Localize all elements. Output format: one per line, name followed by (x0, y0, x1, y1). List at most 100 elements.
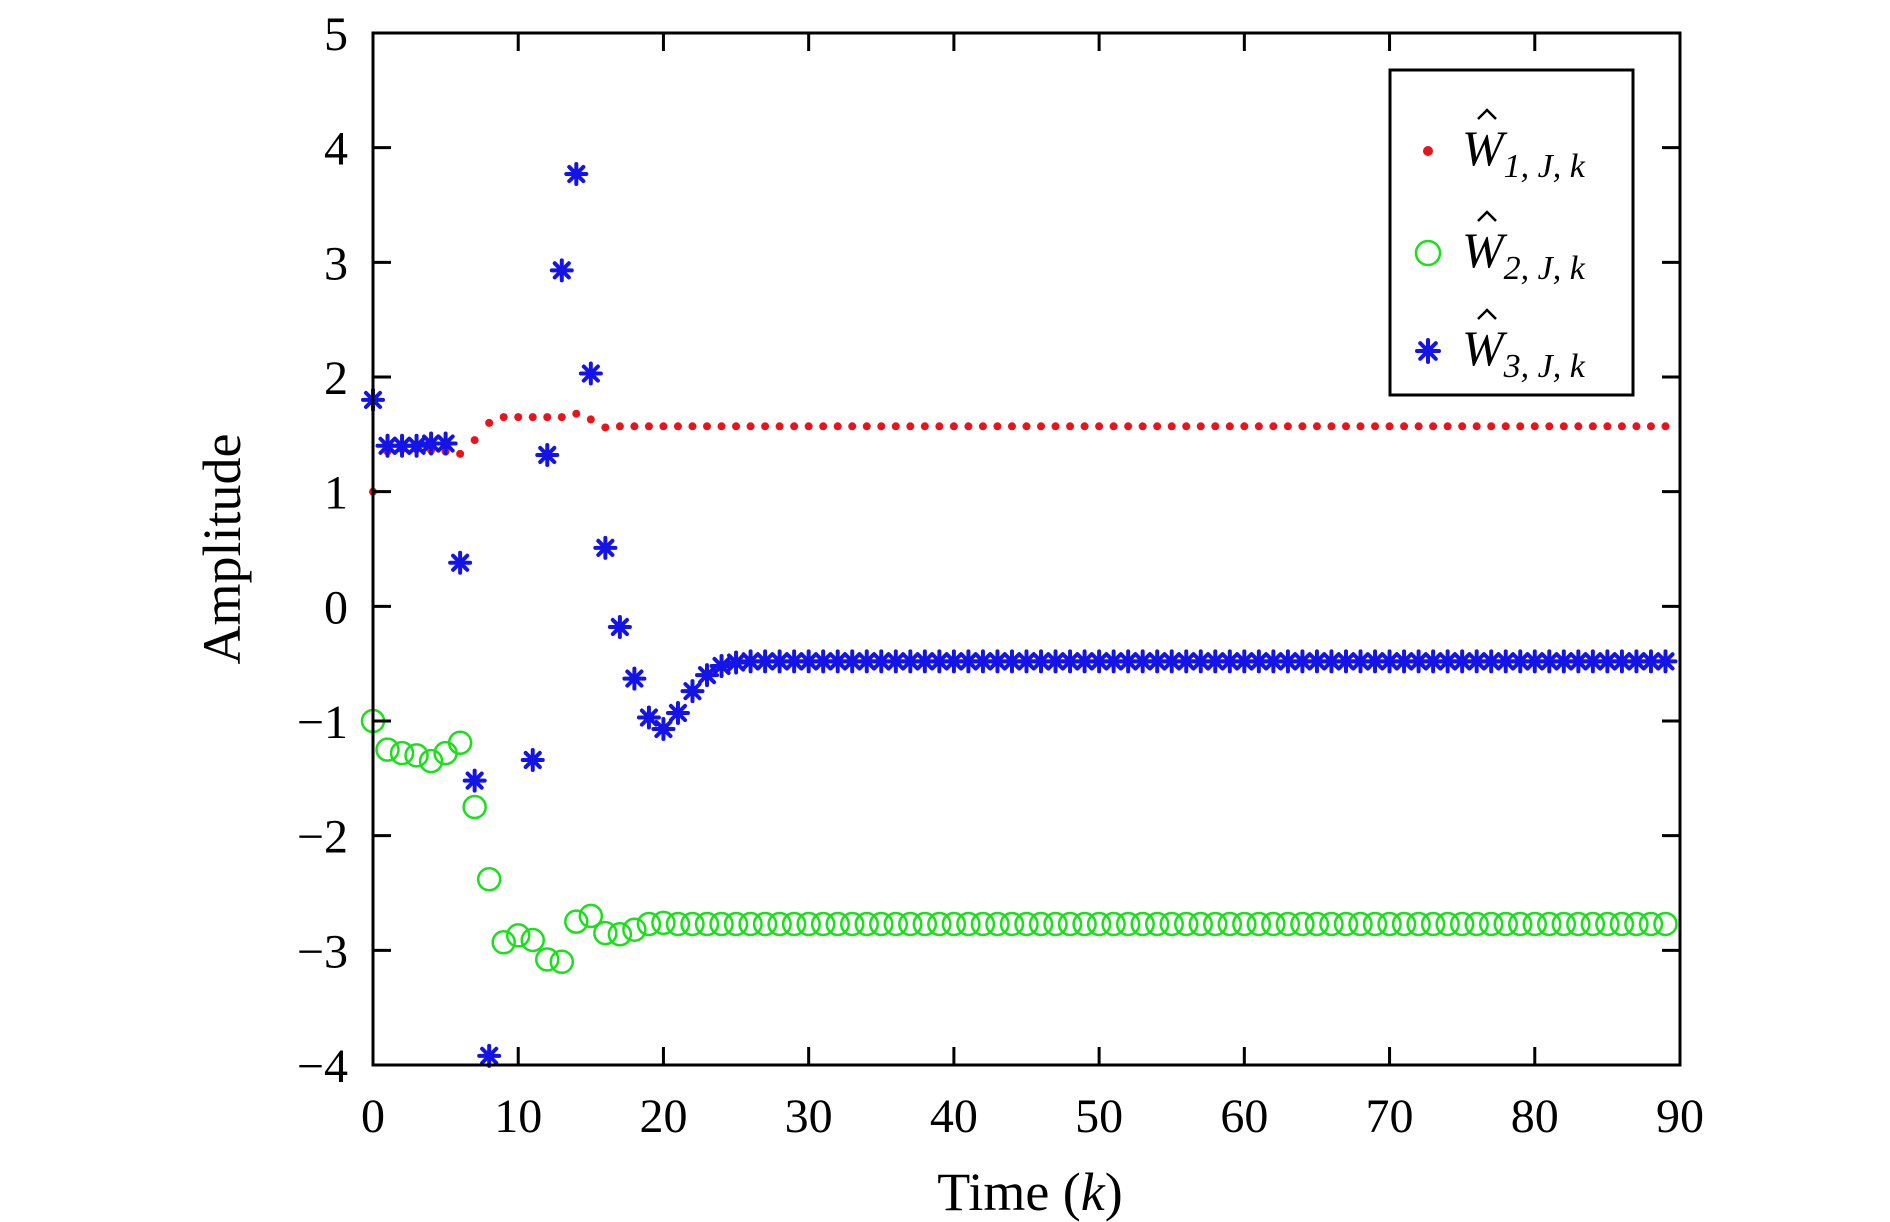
series-1-dot (572, 409, 581, 418)
legend-hat (1477, 108, 1497, 120)
series-1-dot (630, 422, 639, 431)
series-3-asterisk (564, 162, 589, 187)
series-3-asterisk (1595, 649, 1620, 674)
series-1-dot (804, 422, 813, 431)
series-1-dot (1196, 422, 1205, 431)
series-1-dot (790, 422, 799, 431)
series-3-asterisk (535, 442, 560, 467)
series-3-asterisk (1333, 649, 1358, 674)
series-2-circle (1566, 911, 1591, 937)
series-2-circle (694, 911, 720, 937)
series-1-dot (775, 422, 784, 431)
series-1-dot (1661, 422, 1670, 431)
series-1-dot (528, 413, 537, 422)
series-2-circle (767, 911, 792, 937)
series-2-circle (709, 911, 734, 937)
series-2 (360, 708, 1678, 975)
series-2-circle (941, 911, 967, 937)
y-tick-label: 4 (324, 123, 348, 176)
series-1-dot (644, 422, 653, 431)
series-1-dot (1254, 422, 1263, 431)
series-1-dot (703, 422, 712, 431)
series-1-dot (601, 423, 610, 432)
legend-marker (1414, 239, 1442, 267)
series-1-dot (1458, 422, 1467, 431)
series-1-dot (1429, 422, 1438, 431)
series-1-dot (1559, 422, 1568, 431)
series-2-circle (1304, 911, 1330, 937)
series-1-dot (1283, 422, 1292, 431)
series-2-circle (927, 911, 952, 937)
series-2-circle (1609, 911, 1635, 937)
series-2-circle (1362, 911, 1388, 937)
series-2-circle (549, 949, 575, 975)
series-2-circle (1595, 911, 1620, 937)
series-2-circle (810, 911, 836, 937)
series-1-dot (1095, 422, 1104, 431)
series-3-asterisk (1624, 649, 1649, 674)
series-2-circle (1624, 911, 1649, 937)
series-1-dot (1341, 422, 1350, 431)
y-tick-label: 2 (324, 352, 348, 405)
series-2-circle (1261, 911, 1286, 937)
axis-ticks (371, 31, 1682, 1067)
series-2-circle (883, 911, 909, 937)
series-3-asterisk (477, 1043, 502, 1068)
series-3-asterisk (462, 768, 487, 793)
series-3-asterisk (448, 550, 473, 575)
series-1-dot (1472, 422, 1481, 431)
series-2-circle (1203, 911, 1228, 937)
series-3-asterisk (1653, 649, 1678, 674)
series-1-dot (485, 418, 494, 427)
series-2-circle (1406, 911, 1431, 937)
series-2-circle (535, 947, 560, 972)
series-2-circle (839, 911, 865, 937)
series-1-dot (1574, 422, 1583, 431)
series-3-asterisk (578, 361, 603, 386)
series-2-circle (491, 930, 516, 955)
series-3-asterisk (1464, 649, 1489, 674)
x-tick-label: 10 (494, 1090, 542, 1143)
series-1-dot (1167, 422, 1176, 431)
series-2-circle (1478, 911, 1504, 937)
series-2-circle (375, 737, 400, 762)
series-1-dot (557, 413, 566, 422)
series-2-circle (854, 911, 880, 937)
series-2-circle (564, 909, 589, 934)
series-2-circle (956, 911, 981, 937)
series-3-asterisk (1261, 649, 1286, 674)
series-1-dot (1051, 422, 1060, 431)
series-1-dot (993, 422, 1002, 431)
series-2-circle (1537, 911, 1562, 937)
series-1-dot (1385, 422, 1394, 431)
series-2-circle (1420, 911, 1446, 937)
legend-marker (1423, 146, 1433, 156)
series-2-circle (898, 911, 923, 937)
series-2-circle (1159, 911, 1184, 937)
series-3-asterisk (695, 663, 720, 688)
x-axis-title: Time (k) (937, 1162, 1123, 1222)
series-3-asterisk (1188, 649, 1213, 674)
series-1-dot (1588, 422, 1597, 431)
series-3-asterisk (593, 535, 618, 560)
series-2-circle (665, 911, 691, 937)
x-tick-label: 40 (930, 1090, 978, 1143)
series-2-circle (1319, 911, 1344, 937)
x-tick-label: 90 (1656, 1090, 1704, 1143)
series-1-dot (906, 422, 915, 431)
series-3-asterisk (433, 431, 458, 456)
series-1-dot (1124, 422, 1133, 431)
series-2-circle (462, 794, 487, 820)
series-2-circle (593, 920, 618, 946)
series-3-asterisk (404, 433, 429, 458)
legend: W1, J, k W2, J, k W3, J, k (1388, 68, 1635, 397)
series-2-circle (622, 917, 647, 942)
series-2-circle (578, 903, 604, 929)
series-1-dot (732, 422, 741, 431)
series-1-dot (978, 422, 987, 431)
series-2-circle (1173, 911, 1199, 937)
series-1-dot (1211, 422, 1220, 431)
legend-box (1388, 68, 1635, 397)
